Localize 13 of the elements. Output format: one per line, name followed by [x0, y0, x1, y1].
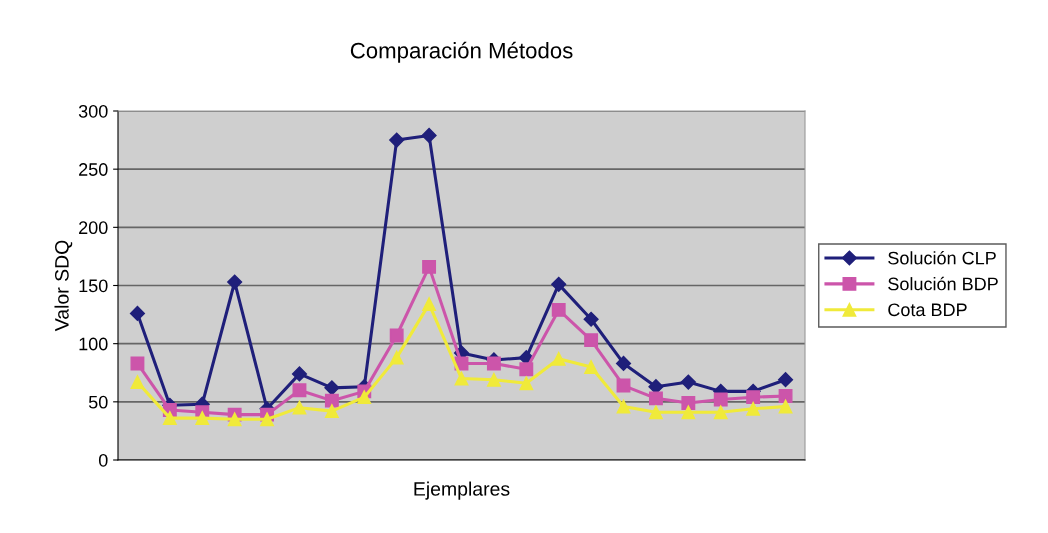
- y-axis-title: Valor SDQ: [54, 240, 73, 332]
- y-tick-label: 150: [79, 279, 108, 293]
- x-axis-title: Ejemplares: [414, 481, 510, 500]
- y-tick-label: 0: [98, 453, 108, 467]
- legend-label: Cota BDP: [888, 303, 967, 317]
- y-tick-label: 50: [88, 395, 108, 409]
- legend-label: Solución BDP: [888, 276, 998, 291]
- chart-title: Comparación Métodos: [350, 41, 573, 63]
- y-tick-label: 250: [79, 163, 108, 176]
- y-tick-label: 300: [78, 104, 108, 118]
- legend-label: Solución CLP: [888, 251, 996, 265]
- y-tick-label: 100: [79, 337, 108, 351]
- y-tick-label: 200: [79, 221, 108, 235]
